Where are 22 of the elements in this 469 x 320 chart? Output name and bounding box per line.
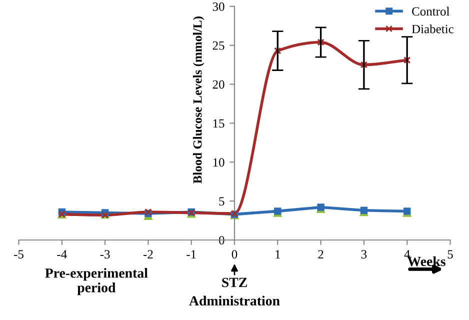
x-tick-label: -3 (100, 250, 110, 259)
x-tick-label: -4 (57, 250, 67, 258)
x-tick-label: -1 (186, 250, 196, 258)
y-tick-label: 5 (219, 197, 224, 206)
x-tick-label: 1 (276, 250, 280, 258)
y-tick-label: 25 (212, 41, 224, 50)
y-axis-title: Blood Glucose Levels (mmol/L) (192, 16, 204, 184)
x-tick-label: 2 (318, 250, 324, 258)
x-axis-title: Weeks (407, 256, 446, 266)
x-tick-label: -5 (14, 250, 24, 259)
legend-label: Diabetic (412, 24, 454, 34)
x-tick-label: 0 (232, 250, 238, 259)
x-tick-label: -2 (143, 250, 153, 258)
text: Pre-experimental period (45, 268, 148, 296)
text: STZ Administration (189, 278, 280, 306)
x-tick-label: 3 (361, 250, 367, 259)
x-tick-label: 5 (448, 250, 453, 259)
y-tick-label: 20 (212, 80, 224, 89)
legend-label: Control (412, 6, 450, 16)
y-tick-label: 10 (213, 158, 224, 167)
y-tick-label: 15 (213, 119, 224, 128)
y-tick-label: 30 (212, 2, 224, 11)
